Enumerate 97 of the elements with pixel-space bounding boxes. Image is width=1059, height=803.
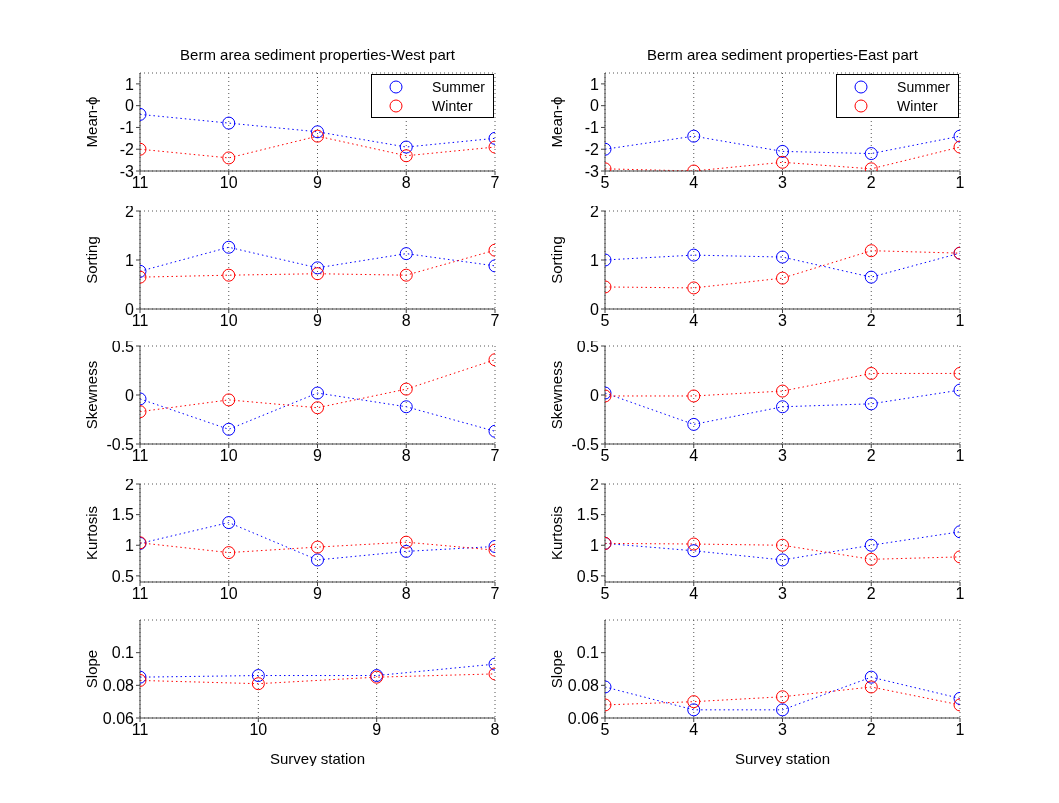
chart-title: Berm area sediment properties-West part xyxy=(179,45,456,65)
y-tick-label: 1 xyxy=(125,536,135,554)
x-tick-label: 5 xyxy=(600,721,610,739)
x-tick-label: 7 xyxy=(490,174,500,192)
y-tick-label: 0 xyxy=(590,300,600,318)
y-tick-label: 0 xyxy=(125,300,135,318)
x-tick-label: 2 xyxy=(866,585,876,603)
y-tick-label: -3 xyxy=(584,162,600,180)
y-tick-label: 0.08 xyxy=(567,677,600,695)
x-tick-label: 10 xyxy=(219,585,238,603)
x-tick-label: 8 xyxy=(490,721,500,739)
y-tick-label: 0.5 xyxy=(576,337,600,355)
y-tick-label: 0.5 xyxy=(111,567,135,585)
x-tick-label: 8 xyxy=(401,447,411,465)
y-tick-label: 0.1 xyxy=(111,644,135,662)
y-tick-label: 0 xyxy=(125,97,135,115)
y-tick-label: 1 xyxy=(590,536,600,554)
x-tick-label: 8 xyxy=(401,312,411,330)
y-tick-label: -1 xyxy=(584,119,600,137)
x-tick-label: 1 xyxy=(955,447,965,465)
x-tick-label: 8 xyxy=(401,585,411,603)
x-tick-label: 2 xyxy=(866,174,876,192)
y-tick-label: 1 xyxy=(590,251,600,269)
y-axis-title: Kurtosis xyxy=(83,505,101,561)
y-tick-label: -1 xyxy=(119,119,135,137)
x-tick-label: 10 xyxy=(219,447,238,465)
x-tick-label: 8 xyxy=(401,174,411,192)
x-tick-label: 10 xyxy=(219,312,238,330)
x-tick-label: 7 xyxy=(490,585,500,603)
x-tick-label: 2 xyxy=(866,447,876,465)
y-tick-label: 1.5 xyxy=(576,506,600,524)
x-tick-label: 3 xyxy=(778,174,788,192)
x-tick-label: 3 xyxy=(778,585,788,603)
x-tick-label: 4 xyxy=(689,174,699,192)
x-tick-label: 4 xyxy=(689,721,699,739)
y-tick-label: -3 xyxy=(119,162,135,180)
y-axis-title: Slope xyxy=(548,649,566,689)
x-tick-label: 1 xyxy=(955,721,965,739)
x-tick-label: 3 xyxy=(778,447,788,465)
x-tick-label: 5 xyxy=(600,312,610,330)
x-tick-label: 7 xyxy=(490,447,500,465)
y-tick-label: 2 xyxy=(125,475,135,493)
y-tick-label: 1.5 xyxy=(111,506,135,524)
x-tick-label: 1 xyxy=(955,174,965,192)
x-tick-label: 7 xyxy=(490,312,500,330)
y-tick-label: 0.5 xyxy=(111,337,135,355)
y-tick-label: 1 xyxy=(125,251,135,269)
y-axis-title: Skewness xyxy=(83,360,101,430)
x-tick-label: 9 xyxy=(313,174,323,192)
y-axis-title: Sorting xyxy=(548,236,566,284)
y-tick-label: 0 xyxy=(590,386,600,404)
x-tick-label: 4 xyxy=(689,447,699,465)
legend-label: Winter xyxy=(432,97,473,114)
y-tick-label: 0 xyxy=(590,97,600,115)
y-axis-title: Mean-ϕ xyxy=(83,96,101,148)
chart-title: Berm area sediment properties-East part xyxy=(646,45,919,65)
x-tick-label: 9 xyxy=(372,721,382,739)
x-tick-label: 10 xyxy=(219,174,238,192)
x-tick-label: 5 xyxy=(600,447,610,465)
x-tick-label: 5 xyxy=(600,585,610,603)
y-axis-title: Sorting xyxy=(83,236,101,284)
x-tick-label: 9 xyxy=(313,585,323,603)
y-axis-title: Mean-ϕ xyxy=(548,96,566,148)
x-tick-label: 4 xyxy=(689,312,699,330)
y-tick-label: -0.5 xyxy=(106,435,135,453)
y-axis-title: Kurtosis xyxy=(548,505,566,561)
y-tick-label: 0.06 xyxy=(567,709,600,727)
y-tick-label: 2 xyxy=(590,202,600,220)
x-tick-label: 3 xyxy=(778,721,788,739)
x-tick-label: 9 xyxy=(313,447,323,465)
x-tick-label: 2 xyxy=(866,312,876,330)
y-tick-label: -2 xyxy=(119,140,135,158)
y-tick-label: 0 xyxy=(125,386,135,404)
legend-label: Winter xyxy=(897,97,938,114)
y-tick-label: 1 xyxy=(125,75,135,93)
y-tick-label: 0.08 xyxy=(102,677,135,695)
legend-label: Summer xyxy=(432,78,485,95)
x-tick-label: 2 xyxy=(866,721,876,739)
y-tick-label: 1 xyxy=(590,75,600,93)
x-tick-label: 5 xyxy=(600,174,610,192)
y-tick-label: 0.1 xyxy=(576,644,600,662)
y-tick-label: 0.5 xyxy=(576,567,600,585)
x-tick-label: 4 xyxy=(689,585,699,603)
y-tick-label: 0.06 xyxy=(102,709,135,727)
y-tick-label: -2 xyxy=(584,140,600,158)
x-tick-label: 9 xyxy=(313,312,323,330)
x-tick-label: 3 xyxy=(778,312,788,330)
x-tick-label: 11 xyxy=(131,585,149,603)
y-tick-label: -0.5 xyxy=(571,435,600,453)
y-axis-title: Slope xyxy=(83,649,101,689)
y-tick-label: 2 xyxy=(125,202,135,220)
y-axis-title: Skewness xyxy=(548,360,566,430)
x-tick-label: 1 xyxy=(955,585,965,603)
x-tick-label: 1 xyxy=(955,312,965,330)
y-tick-label: 2 xyxy=(590,475,600,493)
legend-label: Summer xyxy=(897,78,950,95)
x-tick-label: 10 xyxy=(249,721,268,739)
